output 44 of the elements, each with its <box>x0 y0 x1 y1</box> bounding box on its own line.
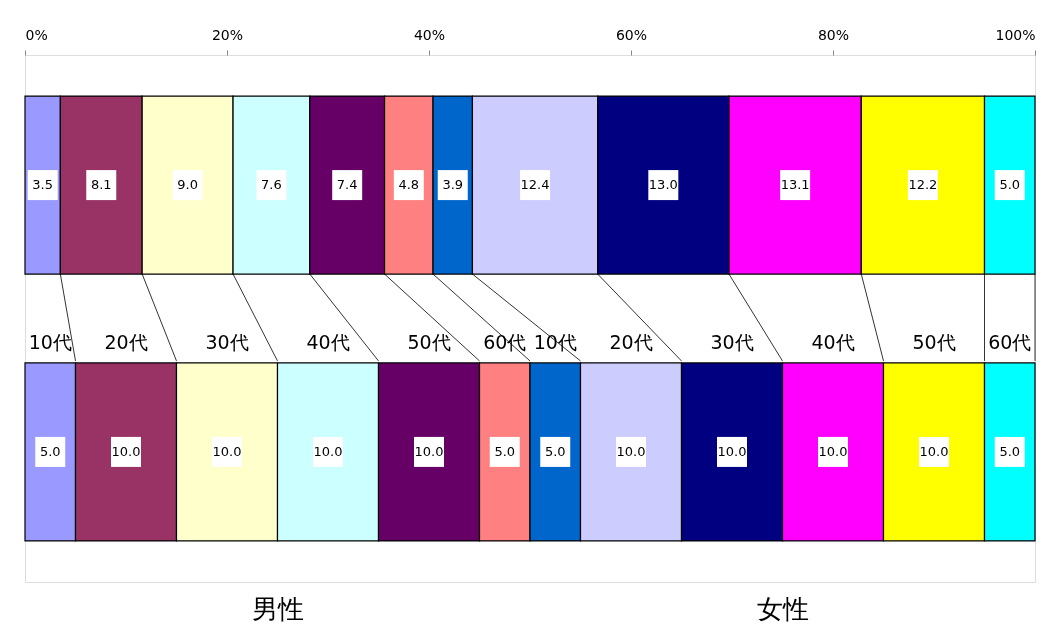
x-tick-label: 0% <box>25 26 48 43</box>
text: 13.1 <box>780 177 810 193</box>
x-tick-label: 80% <box>817 26 850 43</box>
text: 5.0 <box>494 443 516 459</box>
x-tick-label: 100% <box>995 26 1036 43</box>
text: 10.0 <box>616 443 646 459</box>
text: 女性 <box>756 594 809 624</box>
series-label: 10代 <box>533 330 577 353</box>
text: 12.4 <box>520 177 550 193</box>
text: 男性 <box>251 594 304 624</box>
text: 12.2 <box>908 177 938 193</box>
text: 10.0 <box>414 443 444 459</box>
text: 9.0 <box>177 177 198 193</box>
text: 10.0 <box>111 443 141 459</box>
series-label: 40代 <box>811 330 855 353</box>
text: 10.0 <box>313 443 343 459</box>
text: 4.8 <box>398 177 420 193</box>
text: 5.0 <box>39 443 61 459</box>
text: 10.0 <box>717 443 747 459</box>
series-label: 20代 <box>609 330 653 353</box>
text: 7.4 <box>336 177 358 193</box>
text: 5.0 <box>999 443 1021 459</box>
series-label: 50代 <box>912 330 956 353</box>
x-tick-label: 20% <box>211 26 244 43</box>
x-tick-label: 60% <box>615 26 648 43</box>
text: 7.6 <box>261 177 282 193</box>
series-label: 40代 <box>306 330 350 353</box>
text: 10.0 <box>818 443 848 459</box>
series-label: 10代 <box>28 330 72 353</box>
text: 5.0 <box>544 443 566 459</box>
series-label: 20代 <box>104 330 148 353</box>
x-tick-label: 40% <box>413 26 446 43</box>
text: 3.5 <box>32 177 54 193</box>
text: 10.0 <box>212 443 242 459</box>
series-label: 60代 <box>483 330 527 353</box>
text: 8.1 <box>90 177 112 193</box>
series-label: 30代 <box>710 330 754 353</box>
series-label: 30代 <box>205 330 249 353</box>
series-label: 50代 <box>407 330 451 353</box>
text: 5.0 <box>999 177 1021 193</box>
text: 10.0 <box>919 443 949 459</box>
series-label: 60代 <box>988 330 1032 353</box>
text: 3.9 <box>442 177 464 193</box>
text: 13.0 <box>648 177 678 193</box>
